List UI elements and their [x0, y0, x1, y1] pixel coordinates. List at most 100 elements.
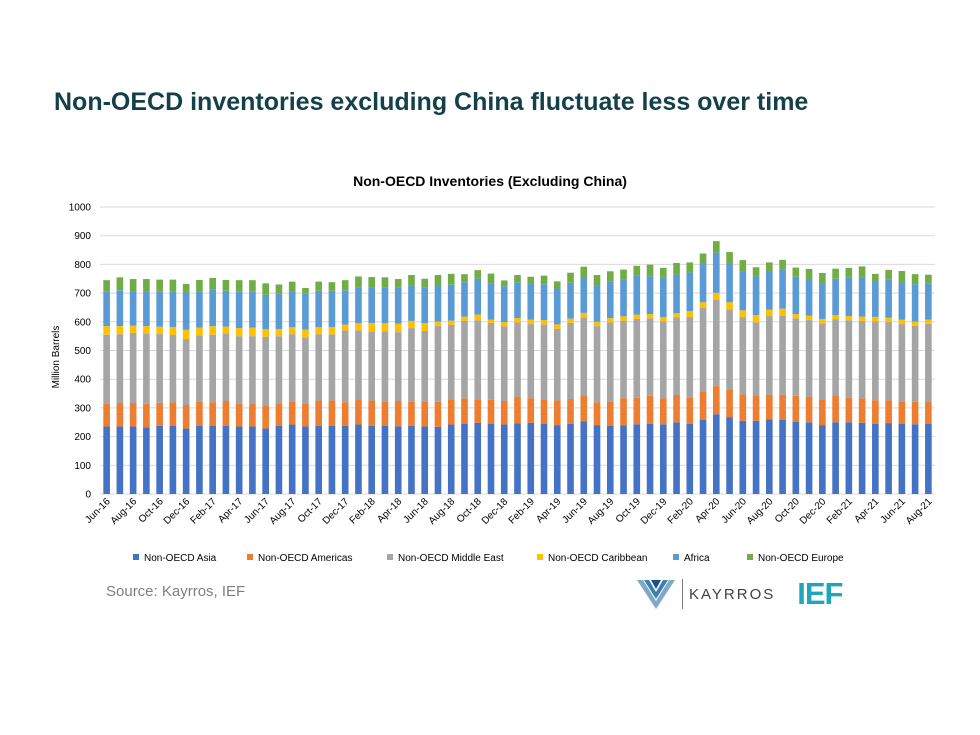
y-tick-label: 500	[74, 346, 91, 357]
bar-segment	[633, 318, 641, 398]
bar-segment	[328, 326, 336, 335]
bar-segment	[514, 275, 521, 283]
bar-segment	[659, 267, 667, 278]
bar-segment	[182, 428, 190, 494]
x-tick-label: Jun-21	[879, 496, 909, 526]
bar-segment	[315, 290, 323, 328]
bar-segment	[673, 422, 680, 494]
bar-segment	[394, 287, 402, 324]
bar-segment	[792, 395, 800, 422]
bar-segment	[355, 323, 362, 331]
bar-segment	[633, 265, 641, 276]
bar-segment	[726, 389, 733, 418]
bar-segment	[712, 241, 720, 253]
bar-segment	[606, 425, 614, 494]
bar-segment	[553, 328, 561, 401]
bar-segment	[712, 299, 720, 387]
bar-segment	[527, 398, 535, 423]
x-tick-label: Aug-18	[427, 496, 458, 527]
bar-segment	[872, 316, 879, 322]
bar-segment	[872, 273, 879, 282]
bar-segment	[500, 326, 508, 402]
bar-segment	[845, 422, 853, 494]
bar-segment	[593, 402, 601, 426]
x-tick-label: Apr-17	[216, 496, 245, 525]
bar-segment	[143, 403, 150, 428]
bar-segment	[143, 333, 150, 404]
bar-segment	[381, 425, 389, 494]
bar-segment	[500, 322, 508, 327]
bar-segment	[209, 326, 216, 335]
bar-segment	[527, 422, 535, 494]
x-tick-label: Aug-16	[109, 496, 140, 527]
bar-segment	[381, 277, 389, 288]
bar-segment	[209, 425, 216, 494]
bar-segment	[288, 334, 296, 402]
bar-segment	[408, 328, 415, 402]
bar-segment	[275, 328, 283, 337]
bar-segment	[766, 271, 773, 310]
bar-segment	[925, 323, 932, 402]
bar-segment	[580, 277, 588, 313]
bar-segment	[129, 332, 137, 404]
bar-segment	[567, 423, 574, 494]
bar-segment	[500, 401, 508, 425]
bar-segment	[275, 336, 283, 404]
y-tick-label: 900	[74, 231, 91, 242]
legend-label: Africa	[684, 553, 710, 564]
bar-segment	[182, 405, 190, 429]
bar-segment	[792, 276, 800, 315]
bar-segment	[341, 290, 349, 325]
bar-segment	[699, 308, 707, 392]
bar-segment	[858, 277, 866, 317]
bar-segment	[103, 280, 110, 292]
x-tick-label: Feb-17	[189, 496, 219, 526]
x-tick-label: Oct-19	[614, 496, 643, 525]
bar-segment	[487, 322, 495, 400]
bar-segment	[858, 320, 866, 399]
bar-segment	[514, 318, 521, 323]
bar-segment	[832, 315, 839, 320]
bar-segment	[805, 279, 813, 316]
bar-segment	[222, 425, 230, 494]
bar-segment	[792, 267, 800, 277]
bar-segment	[606, 318, 614, 323]
bar-segment	[832, 319, 839, 396]
bar-segment	[143, 279, 150, 292]
bar-segment	[116, 426, 124, 494]
bar-segment	[328, 400, 336, 426]
bar-segment	[527, 319, 535, 325]
bar-segment	[606, 401, 614, 426]
bar-segment	[474, 399, 482, 423]
bar-segment	[779, 315, 786, 395]
legend-label: Non-OECD Middle East	[398, 553, 504, 564]
bar-segment	[169, 425, 177, 494]
bar-segment	[222, 326, 230, 334]
bar-segment	[381, 287, 389, 324]
bar-segment	[819, 283, 826, 319]
bar-segment	[182, 329, 190, 340]
bar-segment	[567, 272, 574, 283]
y-tick-label: 200	[74, 432, 91, 443]
bar-segment	[553, 400, 561, 426]
bar-segment	[779, 259, 786, 270]
bar-segment	[461, 320, 468, 399]
bar-segment	[447, 320, 455, 325]
bar-segment	[819, 399, 826, 426]
bar-segment	[235, 403, 243, 427]
bar-segment	[447, 284, 455, 321]
bar-segment	[421, 278, 429, 288]
bar-segment	[103, 326, 110, 335]
kayrros-wordmark: KAYRROS	[689, 585, 776, 603]
bar-segment	[129, 279, 137, 292]
y-tick-label: 0	[85, 490, 91, 501]
bar-segment	[487, 319, 495, 323]
y-axis-label: Million Barrels	[51, 326, 62, 389]
bar-segment	[447, 273, 455, 285]
bar-segment	[885, 269, 892, 280]
bar-segment	[606, 322, 614, 402]
bar-segment	[222, 290, 230, 327]
bar-segment	[341, 330, 349, 403]
bar-segment	[739, 271, 747, 311]
bar-segment	[925, 274, 932, 284]
